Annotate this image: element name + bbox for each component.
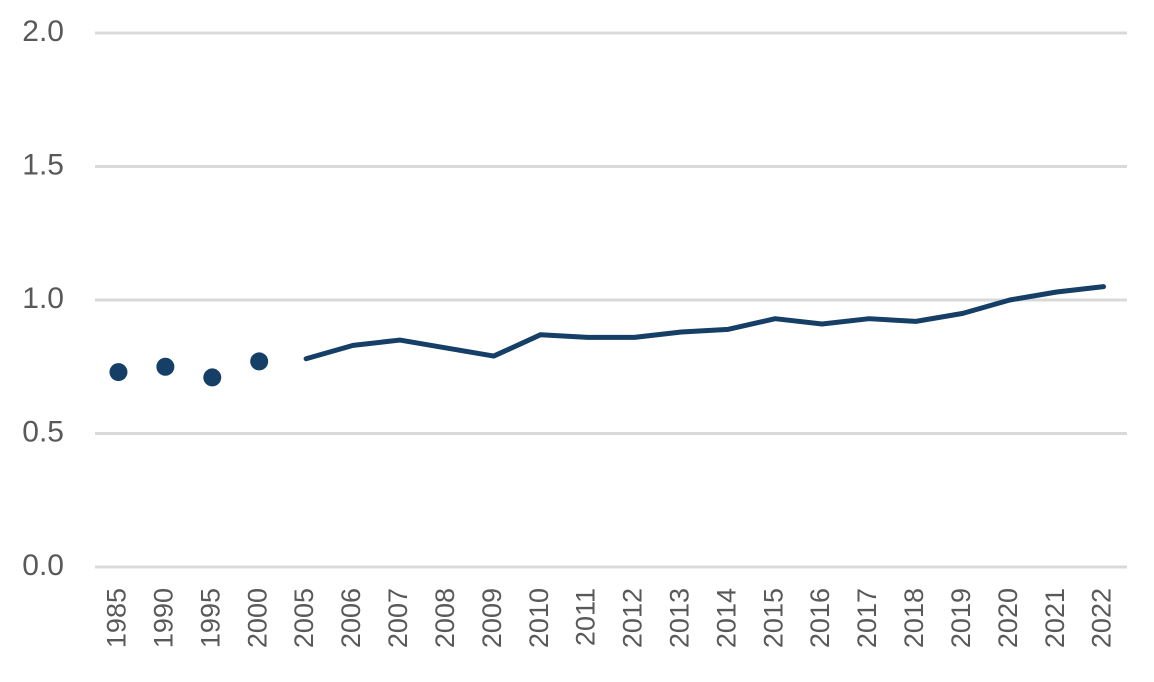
- marker: [203, 368, 222, 387]
- y-tick-label: 1.5: [22, 148, 64, 181]
- x-tick-label: 2016: [805, 588, 835, 648]
- x-tick-label: 1995: [195, 588, 225, 648]
- x-tick-label: 2014: [711, 588, 741, 648]
- y-tick-label: 2.0: [22, 15, 64, 48]
- marker: [250, 352, 269, 371]
- x-tick-label: 2018: [899, 588, 929, 648]
- x-tick-label: 2013: [664, 588, 694, 648]
- y-tick-label: 1.0: [22, 282, 64, 315]
- y-tick-label: 0.5: [22, 415, 64, 448]
- x-tick-label: 2005: [289, 588, 319, 648]
- x-tick-label: 2015: [758, 588, 788, 648]
- x-tick-label: 2017: [852, 588, 882, 648]
- line: [303, 284, 1107, 362]
- x-tick-label: 2006: [336, 588, 366, 648]
- x-tick-label: 2012: [618, 588, 648, 648]
- x-tick-label: 1990: [148, 588, 178, 648]
- x-tick-label: 1985: [102, 588, 132, 648]
- x-tick-label: 2021: [1040, 588, 1070, 648]
- marker: [109, 363, 128, 382]
- x-tick-label: 2020: [993, 588, 1023, 648]
- x-tick-label: 2010: [524, 588, 554, 648]
- x-tick-label: 2008: [430, 588, 460, 648]
- x-tick-label: 2022: [1087, 588, 1117, 648]
- y-tick-label: 0.0: [22, 549, 64, 582]
- x-tick-label: 2019: [946, 588, 976, 648]
- x-tick-label: 2000: [242, 588, 272, 648]
- x-tick-label: 2007: [383, 588, 413, 648]
- x-tick-label: 2009: [477, 588, 507, 648]
- marker: [156, 357, 175, 376]
- x-tick-label: 2011: [571, 588, 601, 646]
